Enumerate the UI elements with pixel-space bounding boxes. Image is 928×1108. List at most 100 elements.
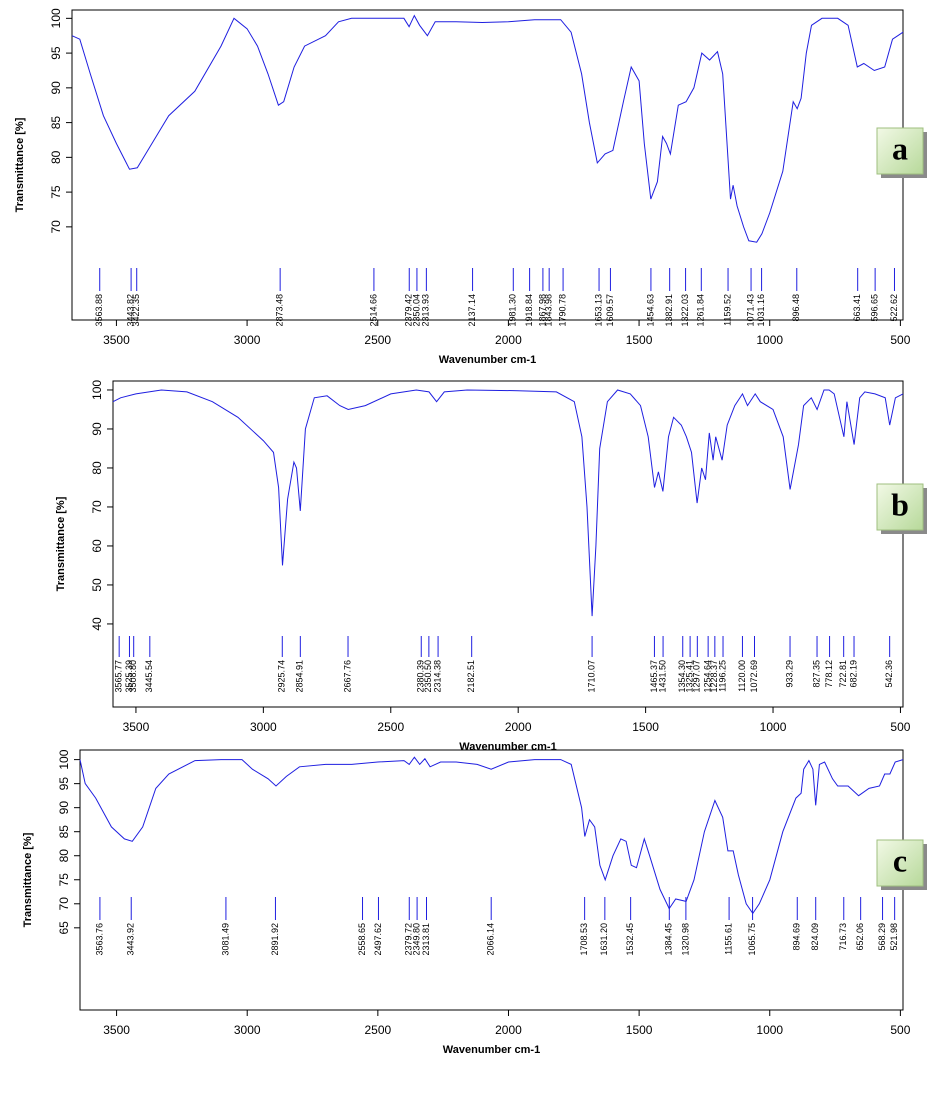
peak-label: 2349.80 [411, 923, 421, 956]
plot-frame [71, 9, 904, 321]
x-tick-label: 500 [890, 1023, 910, 1037]
peak-label: 1431.50 [657, 660, 667, 693]
peak-label: 652.06 [855, 923, 865, 951]
peak-label: 827.35 [811, 660, 821, 688]
peak-label: 3422.35 [131, 294, 141, 327]
peak-label: 1072.69 [749, 660, 759, 693]
peak-label: 896.48 [791, 294, 801, 322]
peak-label: 3081.49 [220, 923, 230, 956]
y-tick-label: 75 [49, 185, 63, 199]
peak-label: 1297.07 [692, 660, 702, 693]
y-tick-label: 50 [90, 578, 104, 592]
spectrum-line [71, 14, 904, 243]
peak-label: 3443.92 [126, 923, 136, 956]
y-tick-label: 80 [49, 150, 63, 164]
x-tick-label: 1000 [756, 333, 783, 347]
y-tick-label: 60 [90, 539, 104, 553]
peak-label: 1532.45 [625, 923, 635, 956]
label-box [876, 483, 924, 531]
x-tick-label: 2000 [505, 720, 532, 734]
peak-label: 3525.39 [124, 660, 134, 693]
y-tick-label: 95 [49, 46, 63, 60]
peak-label: 3563.76 [94, 923, 104, 956]
x-tick-label: 500 [890, 720, 910, 734]
peak-label: 568.29 [877, 923, 887, 951]
peak-label: 1384.45 [664, 923, 674, 956]
peak-label: 1382.91 [664, 294, 674, 327]
x-axis-title: Wavenumber cm-1 [439, 354, 536, 366]
peak-label: 1071.43 [745, 294, 755, 327]
x-tick-label: 3000 [250, 720, 277, 734]
peak-label: 1254.64 [703, 660, 713, 693]
peak-label: 1155.61 [723, 923, 733, 955]
label-box [876, 839, 924, 887]
peak-label: 2379.72 [404, 923, 414, 956]
peak-label: 1609.57 [605, 294, 615, 327]
peak-label: 1261.84 [696, 294, 706, 327]
peak-label: 1065.75 [747, 923, 757, 956]
y-tick-label: 70 [49, 220, 63, 234]
x-tick-label: 2500 [377, 720, 404, 734]
peak-label: 2497.62 [373, 923, 383, 956]
x-tick-label: 2000 [495, 333, 522, 347]
panel-label: b [891, 486, 909, 522]
x-tick-label: 1000 [760, 720, 787, 734]
x-tick-label: 1500 [632, 720, 659, 734]
peak-label: 3443.82 [125, 294, 135, 327]
peak-label: 2137.14 [467, 294, 477, 327]
peak-label: 2379.42 [404, 294, 414, 327]
x-tick-label: 3000 [234, 333, 261, 347]
y-tick-label: 90 [57, 801, 71, 815]
y-tick-label: 65 [57, 921, 71, 935]
peak-label: 1790.78 [557, 294, 567, 327]
peak-label: 596.65 [870, 294, 880, 322]
peak-label: 2182.51 [466, 660, 476, 693]
y-axis-title: Transmittance [%] [55, 496, 67, 591]
peak-label: 682.19 [848, 660, 858, 688]
peak-label: 3563.88 [94, 294, 104, 327]
peak-label: 2925.74 [277, 660, 287, 693]
peak-label: 2873.48 [275, 294, 285, 327]
label-box [876, 127, 924, 175]
peak-label: 542.36 [884, 660, 894, 688]
peak-label: 1631.20 [599, 923, 609, 956]
y-axis-title: Transmittance [%] [22, 832, 34, 927]
x-tick-label: 1000 [756, 1023, 783, 1037]
peak-label: 894.69 [792, 923, 802, 951]
peak-label: 824.09 [810, 923, 820, 951]
peak-label: 2066.14 [486, 923, 496, 956]
plot-frame [79, 749, 904, 1011]
y-tick-label: 100 [49, 8, 63, 28]
peak-label: 1228.37 [709, 660, 719, 693]
x-tick-label: 3000 [234, 1023, 261, 1037]
peak-label: 2350.04 [411, 294, 421, 327]
x-axis-title: Wavenumber cm-1 [443, 1044, 540, 1056]
peak-label: 2558.65 [357, 923, 367, 956]
peak-label: 1120.00 [737, 660, 747, 692]
peak-label: 2350.50 [423, 660, 433, 693]
y-tick-label: 90 [49, 81, 63, 95]
y-tick-label: 100 [57, 749, 71, 769]
panel-label: a [892, 130, 908, 166]
peak-label: 2891.92 [270, 923, 280, 956]
peak-label: 2313.93 [421, 294, 431, 327]
peak-label: 3565.77 [114, 660, 124, 693]
plot-frame [112, 380, 904, 708]
y-tick-label: 85 [57, 825, 71, 839]
peak-label: 1159.52 [722, 294, 732, 326]
y-tick-label: 85 [49, 116, 63, 130]
y-tick-label: 90 [90, 422, 104, 436]
peak-label: 1354.30 [677, 660, 687, 693]
panel-label: c [893, 842, 907, 878]
peak-label: 3445.54 [144, 660, 154, 693]
peak-label: 1653.13 [593, 294, 603, 327]
peak-label: 1465.37 [649, 660, 659, 693]
peak-label: 1322.03 [680, 294, 690, 327]
y-tick-label: 80 [57, 849, 71, 863]
peak-label: 716.73 [838, 923, 848, 951]
peak-label: 522.62 [889, 294, 899, 322]
peak-label: 1454.63 [645, 294, 655, 327]
peak-label: 1325.41 [684, 660, 694, 693]
peak-label: 2667.76 [342, 660, 352, 693]
